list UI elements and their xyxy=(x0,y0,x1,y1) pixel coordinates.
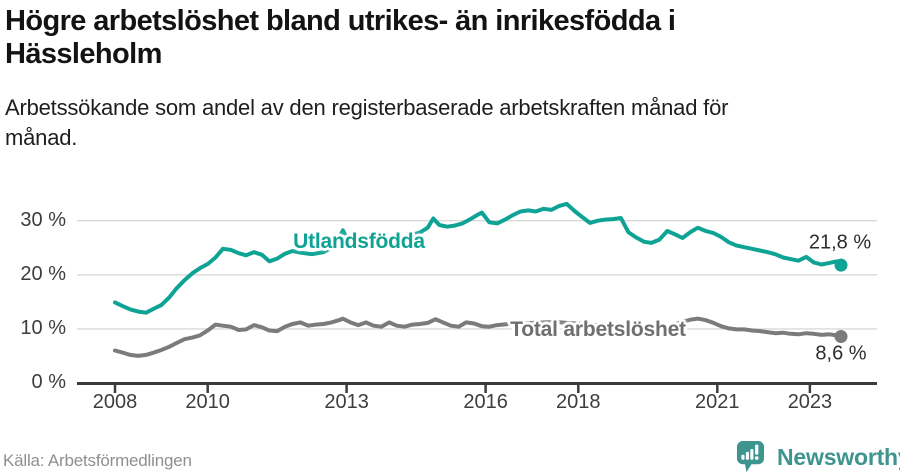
y-axis-label: 20 % xyxy=(20,262,66,285)
series-label-total-arbetsloshet: Total arbetslöshet xyxy=(510,318,686,341)
series-line xyxy=(113,201,843,315)
newsworthy-wordmark: Newsworthy xyxy=(777,443,900,470)
end-value-label-utlandsfodda: 21,8 % xyxy=(808,231,872,254)
y-axis-label: 10 % xyxy=(20,316,66,339)
series-label-utlandsfodda: Utlandsfödda xyxy=(293,230,425,253)
x-axis-label: 2013 xyxy=(324,391,369,413)
source-note: Källa: Arbetsförmedlingen xyxy=(3,451,192,470)
series-end-dot xyxy=(834,330,848,343)
x-axis-label: 2008 xyxy=(92,391,138,413)
chart-subtitle: Arbetssökande som andel av den registerb… xyxy=(5,93,728,153)
end-value-label-total-arbetsloshet: 8,6 % xyxy=(815,342,867,365)
y-axis-label: 30 % xyxy=(20,208,66,231)
chart-title-line-1: Högre arbetslöshet bland utrikes- än inr… xyxy=(5,5,676,37)
x-axis-label: 2023 xyxy=(787,391,833,413)
chart-title-line-2: Hässleholm xyxy=(5,38,162,70)
series-line xyxy=(113,316,843,358)
x-axis-label: 2016 xyxy=(463,391,508,413)
x-axis-label: 2010 xyxy=(185,391,230,413)
x-axis-label: 2018 xyxy=(556,391,601,413)
series-end-dot xyxy=(834,258,848,272)
chart-title: Högre arbetslöshet bland utrikes- än inr… xyxy=(5,5,676,71)
chart-subtitle-line-1: Arbetssökande som andel av den registerb… xyxy=(5,95,729,120)
newsworthy-logo: Newsworthy xyxy=(736,440,900,473)
x-axis-label: 2021 xyxy=(695,391,740,413)
chart-subtitle-line-2: månad. xyxy=(5,125,78,150)
newsworthy-speech-bubble-icon xyxy=(736,441,765,473)
y-axis-label: 0 % xyxy=(31,371,66,394)
